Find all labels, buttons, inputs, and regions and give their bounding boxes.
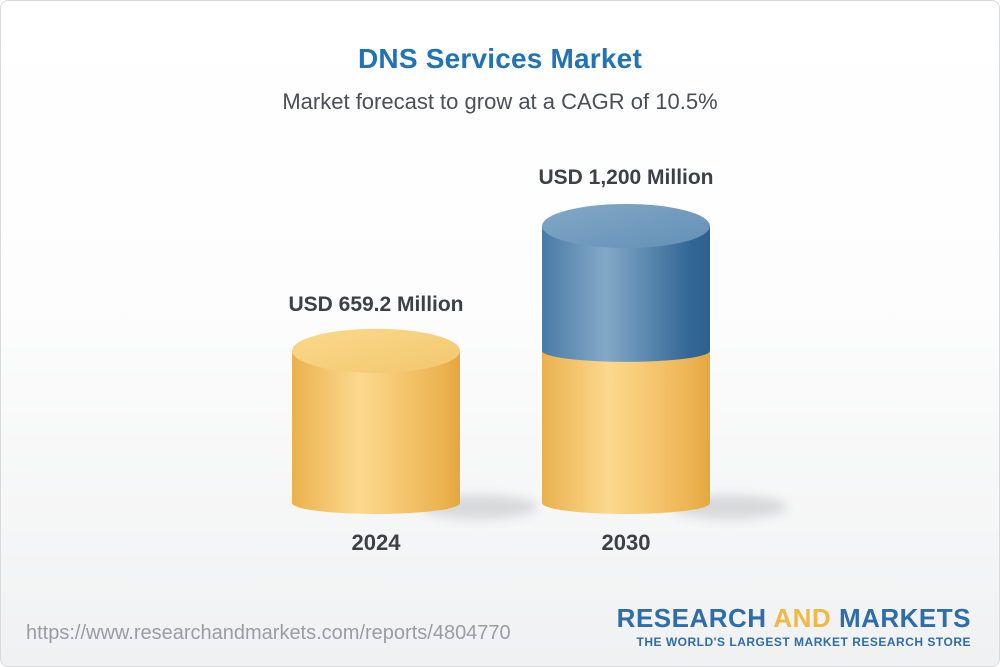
category-label-2030: 2030 <box>601 530 651 555</box>
bar-cylinder-2024 <box>292 328 537 519</box>
cylinder-segment-body <box>292 350 460 503</box>
bar-cylinder-2030 <box>542 204 787 519</box>
value-label-2024: USD 659.2 Million <box>288 293 464 316</box>
logo-tagline: THE WORLD'S LARGEST MARKET RESEARCH STOR… <box>636 635 971 649</box>
chart-subtitle: Market forecast to grow at a CAGR of 10.… <box>282 89 718 114</box>
category-label-2024: 2024 <box>351 530 401 555</box>
cylinder-top-face <box>542 204 710 248</box>
chart-title: DNS Services Market <box>358 43 642 74</box>
source-url-link[interactable]: https://www.researchandmarkets.com/repor… <box>26 622 511 644</box>
logo-wordmark: RESEARCH AND MARKETS <box>617 605 971 631</box>
cylinder-segment-body <box>542 350 710 503</box>
research-and-markets-logo: RESEARCH AND MARKETS THE WORLD'S LARGEST… <box>617 605 971 649</box>
logo-word-research: RESEARCH <box>616 603 767 633</box>
cylinder-top-face <box>292 328 460 373</box>
logo-word-markets: MARKETS <box>838 603 971 633</box>
logo-word-and: AND <box>773 603 832 633</box>
value-label-2030: USD 1,200 Million <box>538 166 714 189</box>
